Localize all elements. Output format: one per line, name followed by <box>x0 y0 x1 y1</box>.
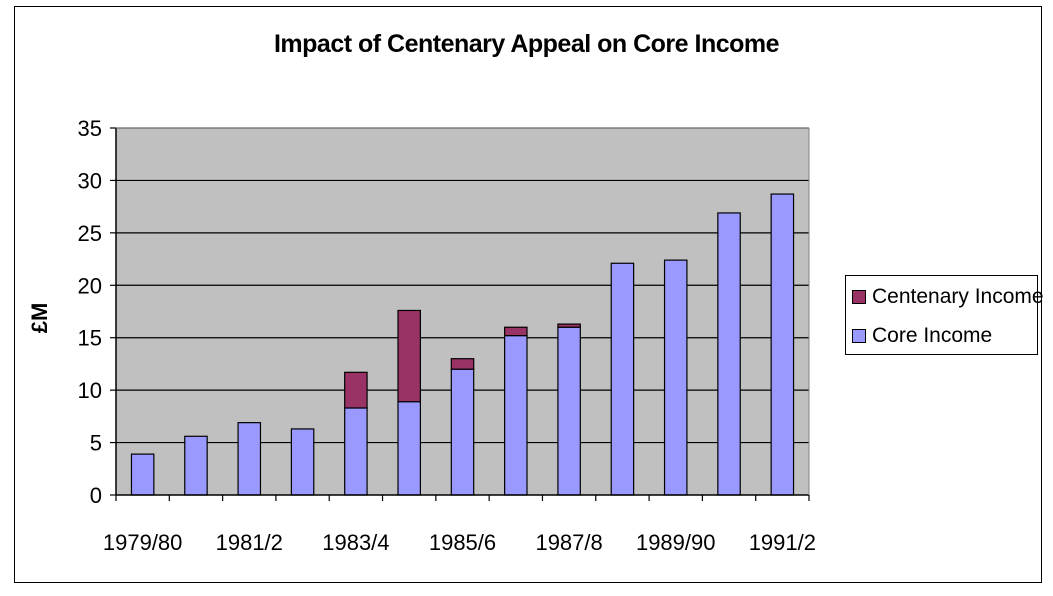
legend-item-core: Core Income <box>852 324 992 348</box>
y-tick-label-25: 25 <box>78 221 102 246</box>
legend-item-centenary: Centenary Income <box>852 285 1044 309</box>
bar-core-1983/4 <box>344 407 368 496</box>
x-tick-label-1991/2: 1991/2 <box>749 530 816 555</box>
bar-centenary-1983/4 <box>344 371 368 409</box>
bar-core-1989/90 <box>663 259 688 496</box>
x-tick-label-1981/2: 1981/2 <box>216 530 283 555</box>
y-tick-label-20: 20 <box>78 273 102 298</box>
legend: Centenary Income Core Income <box>845 275 1044 355</box>
x-tick-label-1979/80: 1979/80 <box>103 530 183 555</box>
bar-centenary-1987/8 <box>557 323 581 328</box>
chart-title: Impact of Centenary Appeal on Core Incom… <box>273 30 780 58</box>
bar-centenary-1984/5 <box>397 309 421 403</box>
bar-core-1985/6 <box>450 368 475 496</box>
x-tick-label-1987/8: 1987/8 <box>535 530 602 555</box>
bar-core-1979/80 <box>130 453 155 496</box>
bar-core-1988/9 <box>610 262 635 496</box>
x-tick-label-1985/6: 1985/6 <box>429 530 496 555</box>
x-tick-label-1983/4: 1983/4 <box>322 530 389 555</box>
bar-core-1987/8 <box>557 326 581 496</box>
bar-core-1980/1 <box>184 435 208 496</box>
y-tick-label-15: 15 <box>78 326 102 351</box>
bar-core-1986/7 <box>504 335 528 496</box>
legend-swatch-centenary <box>852 290 866 304</box>
y-tick-label-35: 35 <box>78 116 102 141</box>
bar-core-1981/2 <box>237 422 262 496</box>
y-tick-label-30: 30 <box>78 168 102 193</box>
bar-core-1982/3 <box>290 428 315 496</box>
y-tick-label-0: 0 <box>90 483 102 508</box>
legend-swatch-core <box>852 329 866 343</box>
bar-centenary-1985/6 <box>450 358 475 370</box>
bar-core-1991/2 <box>770 193 795 496</box>
x-tick-label-1989/90: 1989/90 <box>636 530 716 555</box>
bar-core-1990/1 <box>717 212 741 496</box>
y-tick-label-5: 5 <box>90 431 102 456</box>
bar-core-1984/5 <box>397 401 421 496</box>
y-tick-label-10: 10 <box>78 378 102 403</box>
legend-label-centenary: Centenary Income <box>872 285 1044 308</box>
legend-label-core: Core Income <box>872 324 993 347</box>
bar-centenary-1986/7 <box>504 326 528 337</box>
